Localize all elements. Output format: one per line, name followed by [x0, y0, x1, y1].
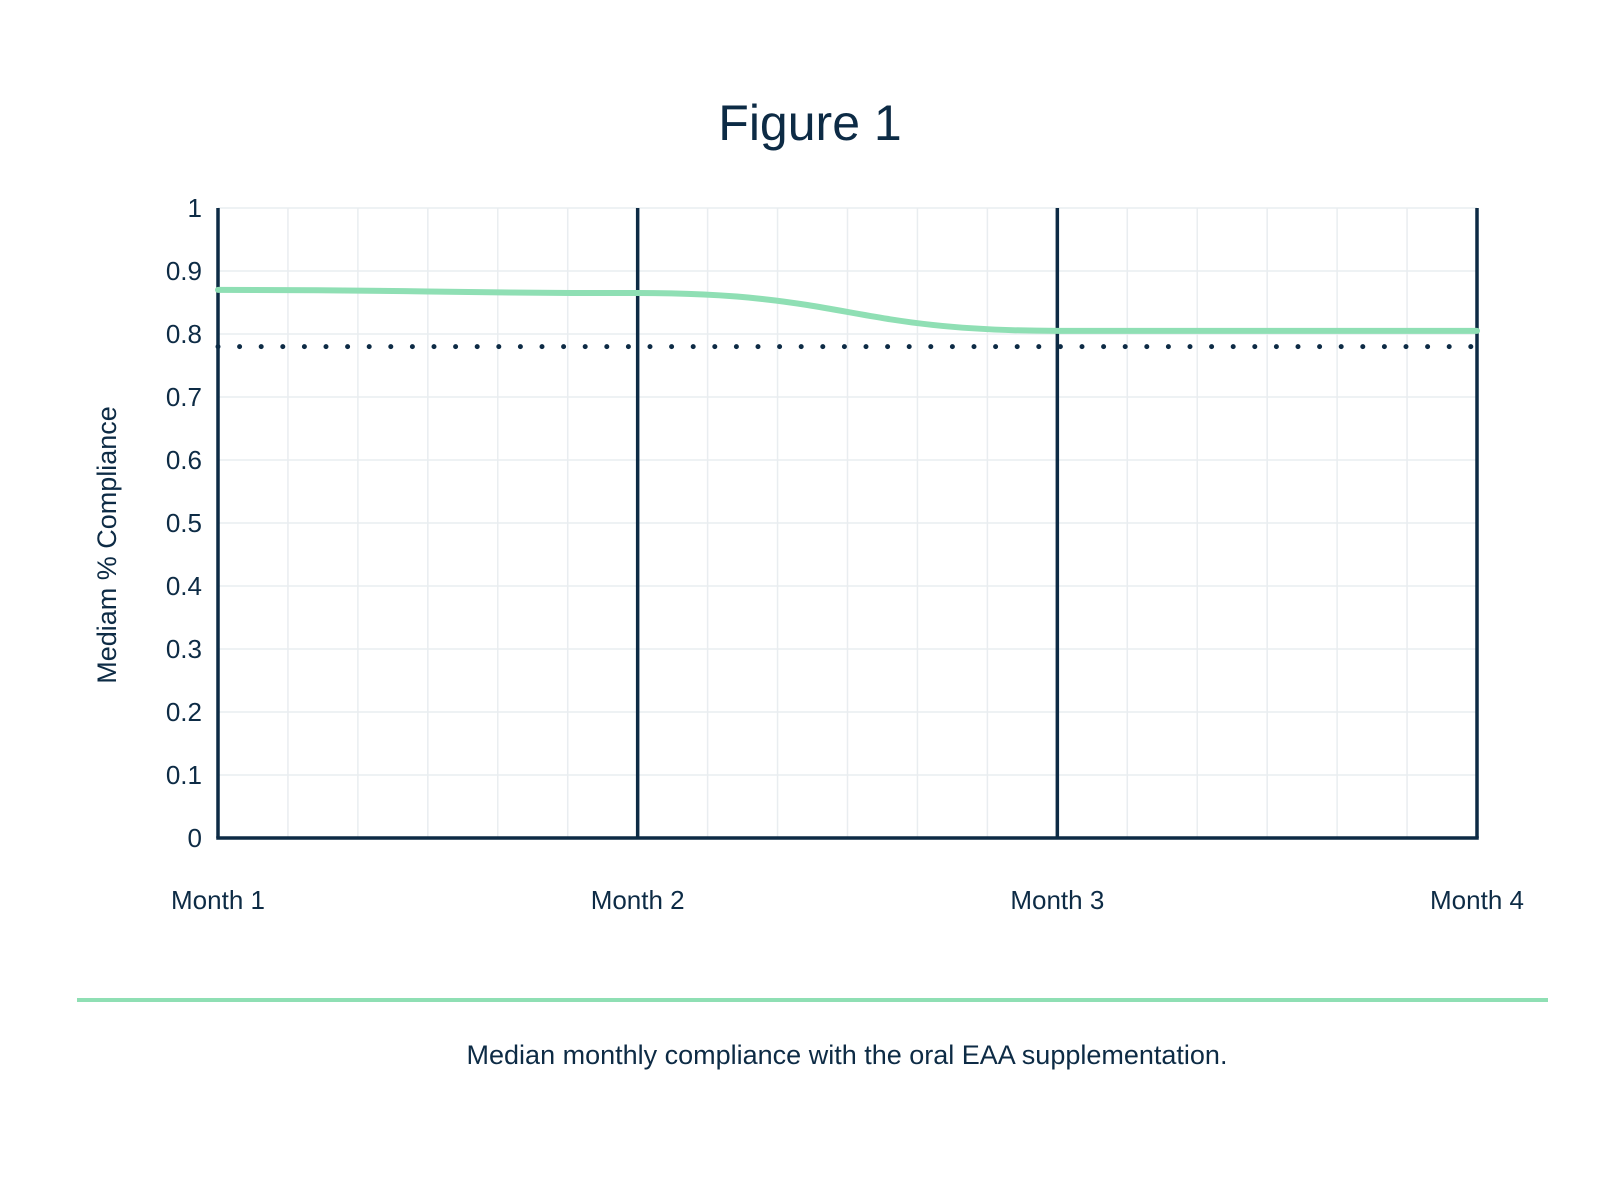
series-group: [215, 286, 1480, 334]
x-tick-label: Month 4: [1430, 885, 1524, 915]
figure-caption: Median monthly compliance with the oral …: [467, 1040, 1228, 1070]
y-tick-label: 0.1: [166, 760, 202, 790]
y-tick-label: 0: [188, 823, 202, 853]
y-tick-label: 1: [188, 193, 202, 223]
axes: [216, 208, 1479, 840]
y-tick-label: 0.3: [166, 634, 202, 664]
x-tick-label: Month 1: [171, 885, 265, 915]
y-tick-labels: 0 0.1 0.2 0.3 0.4 0.5 0.6 0.7 0.8 0.9 1: [166, 193, 202, 853]
series-line: [215, 286, 1480, 334]
x-tick-label: Month 2: [591, 885, 685, 915]
y-tick-label: 0.2: [166, 697, 202, 727]
y-axis-label: Mediam % Compliance: [92, 406, 122, 684]
chart-title: Figure 1: [718, 95, 901, 151]
y-tick-label: 0.9: [166, 256, 202, 286]
y-tick-label: 0.8: [166, 319, 202, 349]
y-tick-label: 0.6: [166, 445, 202, 475]
grid: [218, 207, 1477, 838]
y-tick-label: 0.7: [166, 382, 202, 412]
x-tick-label: Month 3: [1010, 885, 1104, 915]
y-tick-label: 0.4: [166, 571, 202, 601]
x-tick-labels: Month 1 Month 2 Month 3 Month 4: [171, 885, 1524, 915]
y-tick-label: 0.5: [166, 508, 202, 538]
